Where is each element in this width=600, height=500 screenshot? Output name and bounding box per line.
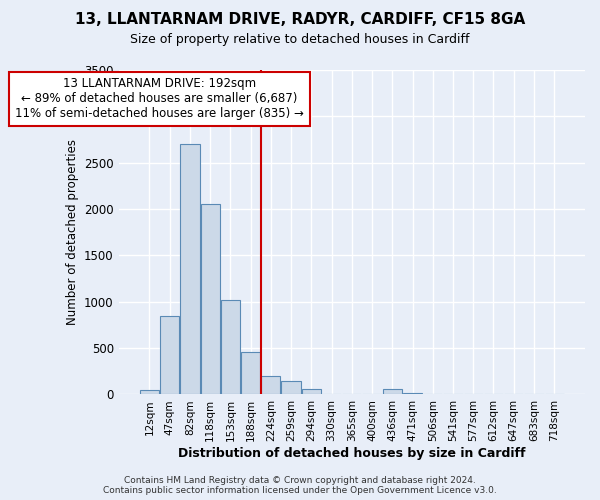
- Text: 13, LLANTARNAM DRIVE, RADYR, CARDIFF, CF15 8GA: 13, LLANTARNAM DRIVE, RADYR, CARDIFF, CF…: [75, 12, 525, 28]
- Text: Size of property relative to detached houses in Cardiff: Size of property relative to detached ho…: [130, 32, 470, 46]
- Bar: [403, 392, 422, 394]
- Y-axis label: Number of detached properties: Number of detached properties: [65, 139, 79, 325]
- Bar: [160, 316, 179, 394]
- Bar: [383, 390, 402, 394]
- Bar: [261, 376, 280, 394]
- Bar: [200, 204, 220, 394]
- Text: 13 LLANTARNAM DRIVE: 192sqm
← 89% of detached houses are smaller (6,687)
11% of : 13 LLANTARNAM DRIVE: 192sqm ← 89% of det…: [15, 78, 304, 120]
- Bar: [241, 352, 260, 395]
- Bar: [221, 300, 240, 394]
- Bar: [302, 390, 321, 394]
- Bar: [140, 390, 159, 394]
- Text: Contains HM Land Registry data © Crown copyright and database right 2024.
Contai: Contains HM Land Registry data © Crown c…: [103, 476, 497, 495]
- Bar: [181, 144, 200, 395]
- X-axis label: Distribution of detached houses by size in Cardiff: Distribution of detached houses by size …: [178, 447, 526, 460]
- Bar: [281, 382, 301, 394]
